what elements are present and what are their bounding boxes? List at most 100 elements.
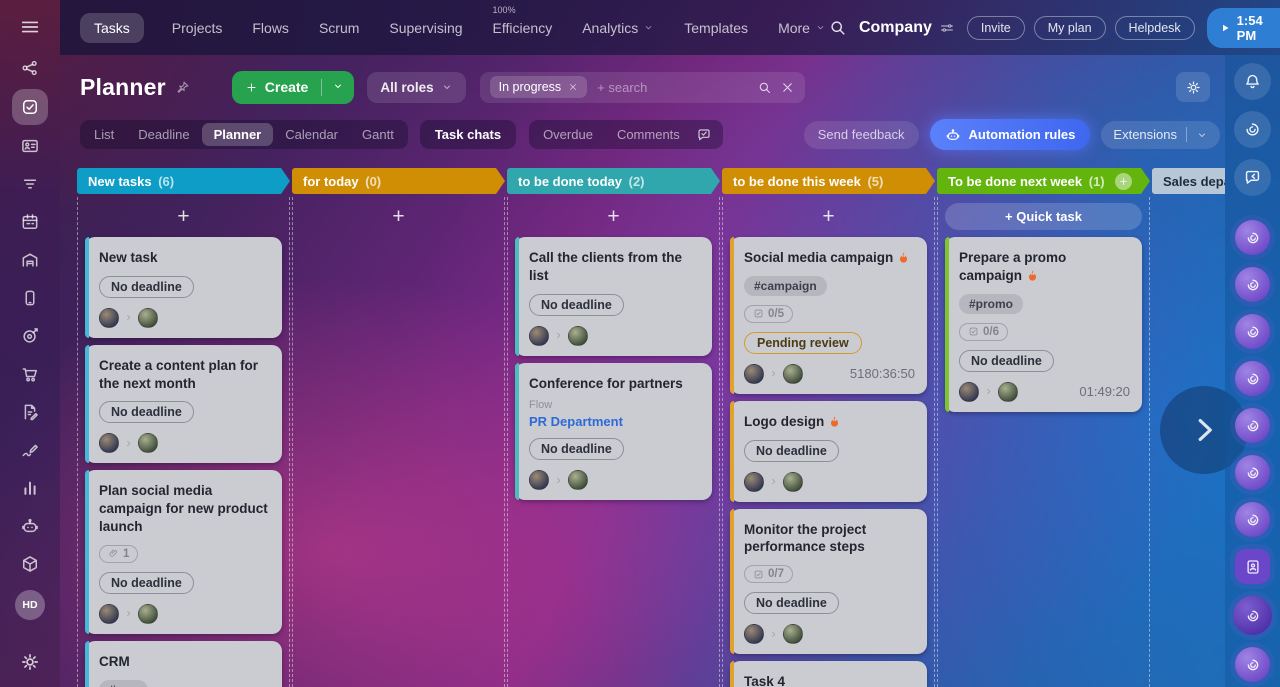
top-pill-invite[interactable]: Invite [966,15,1025,40]
avatar-reporter[interactable] [744,471,764,492]
chip-close-icon[interactable] [568,82,578,92]
avatar-assignee[interactable] [138,433,158,454]
chat-shortcut[interactable] [1235,455,1270,490]
search-icon[interactable] [757,80,772,95]
task-card[interactable]: Social media campaign #campaign 0/5 Pending… [730,237,927,394]
nav-item-more[interactable]: More [776,13,828,43]
avatar-assignee[interactable] [138,603,158,624]
sidebar-item-ai-robot[interactable] [20,516,40,536]
task-tag[interactable]: #promo [959,293,1024,314]
deadline-badge[interactable]: No deadline [744,439,839,462]
deadline-badge[interactable]: No deadline [529,438,624,461]
task-card[interactable]: Conference for partners Flow PR Department… [515,362,712,501]
tab-calendar[interactable]: Calendar [285,127,339,142]
sidebar-item-calendar[interactable] [20,212,40,232]
sidebar-item-esignature[interactable] [20,440,40,460]
tab-list[interactable]: List [94,127,115,142]
avatar-reporter[interactable] [99,307,119,328]
sidebar-item-document-sign[interactable] [20,402,40,422]
add-card-button[interactable]: + [822,204,835,228]
avatar-assignee[interactable] [783,363,803,384]
chat-shortcut[interactable] [1235,502,1270,537]
flow-link[interactable]: PR Department [529,414,623,430]
company-selector[interactable]: Company [859,19,955,37]
task-card[interactable]: Create a content plan for the next month… [85,344,282,464]
task-card[interactable]: Plan social media campaign for new produ… [85,470,282,634]
sidebar-item-warehouse[interactable] [20,250,40,270]
task-card[interactable]: Prepare a promo campaign #promo 0/6 No dead… [945,237,1142,412]
deadline-badge[interactable]: No deadline [99,275,194,298]
nav-item-flows[interactable]: Flows [250,13,291,43]
task-card[interactable]: Task 4No deadline [730,661,927,687]
nav-item-scrum[interactable]: Scrum [317,13,361,43]
automation-rules-button[interactable]: Automation rules [929,119,1091,150]
avatar-assignee[interactable] [783,624,803,645]
tab-deadline[interactable]: Deadline [138,127,190,142]
tab-planner[interactable]: Planner [201,123,274,146]
column-header[interactable]: New tasks (6) [77,168,290,194]
create-button[interactable]: Create [231,70,355,104]
sidebar-item-tasks[interactable] [12,89,48,125]
top-pill-my-plan[interactable]: My plan [1033,15,1106,40]
avatar-assignee[interactable] [138,307,158,328]
sidebar-item-shop-cart[interactable] [20,364,40,384]
sidebar-item-marketing-target[interactable] [20,326,40,346]
column-header[interactable]: To be done next week (1) [937,168,1150,194]
timer-button[interactable]: 1:54 PM [1206,7,1280,48]
global-search-icon[interactable] [828,18,847,37]
column-header[interactable]: Sales depar [1152,168,1225,194]
rail-button-chat-transfer[interactable] [1234,159,1271,196]
nav-item-efficiency[interactable]: 100% Efficiency [491,5,555,43]
filter-chip[interactable]: In progress [489,76,588,98]
task-search-field[interactable]: In progress [479,71,805,103]
create-dropdown[interactable] [322,79,354,95]
chat-shortcut[interactable] [1235,220,1270,255]
task-tag[interactable]: #crm [99,679,148,687]
sidebar-item-share-network[interactable] [20,58,40,78]
rail-button-bell[interactable] [1234,63,1271,100]
add-card-button[interactable]: + [177,204,190,228]
column-add-icon[interactable] [1115,173,1132,190]
sidebar-item-mobile[interactable] [20,288,40,308]
tab-gantt[interactable]: Gantt [362,127,394,142]
chat-shortcut[interactable] [1235,647,1270,682]
clear-search-icon[interactable] [780,80,795,95]
roles-filter-button[interactable]: All roles [367,71,466,103]
sidebar-item-crm-funnel[interactable] [20,174,40,194]
create-button-main[interactable]: Create [232,79,322,95]
task-card[interactable]: Call the clients from the list No deadlin… [515,237,712,356]
deadline-badge[interactable]: No deadline [99,571,194,594]
tab-comments[interactable]: Comments [616,127,680,142]
column-header[interactable]: to be done today (2) [507,168,720,194]
chat-shortcut[interactable] [1235,361,1270,396]
add-card-button[interactable]: + [607,204,620,228]
avatar-reporter[interactable] [529,470,549,491]
chat-shortcut[interactable] [1233,596,1272,635]
avatar-assignee[interactable] [568,325,588,346]
avatar-reporter[interactable] [744,363,764,384]
sidebar-item-contact-card[interactable] [20,136,40,156]
chat-shortcut[interactable] [1235,267,1270,302]
chat-shortcut[interactable] [1235,408,1270,443]
workspace-avatar[interactable]: HD [15,590,45,620]
deadline-badge[interactable]: No deadline [959,349,1054,372]
avatar-reporter[interactable] [744,624,764,645]
nav-item-supervising[interactable]: Supervising [387,13,464,43]
deadline-badge[interactable]: No deadline [99,401,194,424]
settings-gear-icon[interactable] [19,651,41,673]
deadline-badge[interactable]: No deadline [744,592,839,615]
tab-overdue[interactable]: Overdue [543,127,593,142]
pin-icon[interactable] [175,80,190,95]
send-feedback-button[interactable]: Send feedback [803,120,919,149]
search-input[interactable] [595,78,749,96]
deadline-badge[interactable]: No deadline [529,293,624,316]
nav-item-tasks[interactable]: Tasks [80,12,144,43]
sidebar-item-bar-chart[interactable] [20,478,40,498]
top-pill-helpdesk[interactable]: Helpdesk [1114,15,1195,40]
quick-task-button[interactable]: + Quick task [945,203,1142,230]
add-card-button[interactable]: + [392,204,405,228]
column-header[interactable]: to be done this week (5) [722,168,935,194]
rail-button-copilot[interactable] [1234,111,1271,148]
board-settings-button[interactable] [1176,72,1210,102]
task-card[interactable]: New task No deadline [85,237,282,338]
